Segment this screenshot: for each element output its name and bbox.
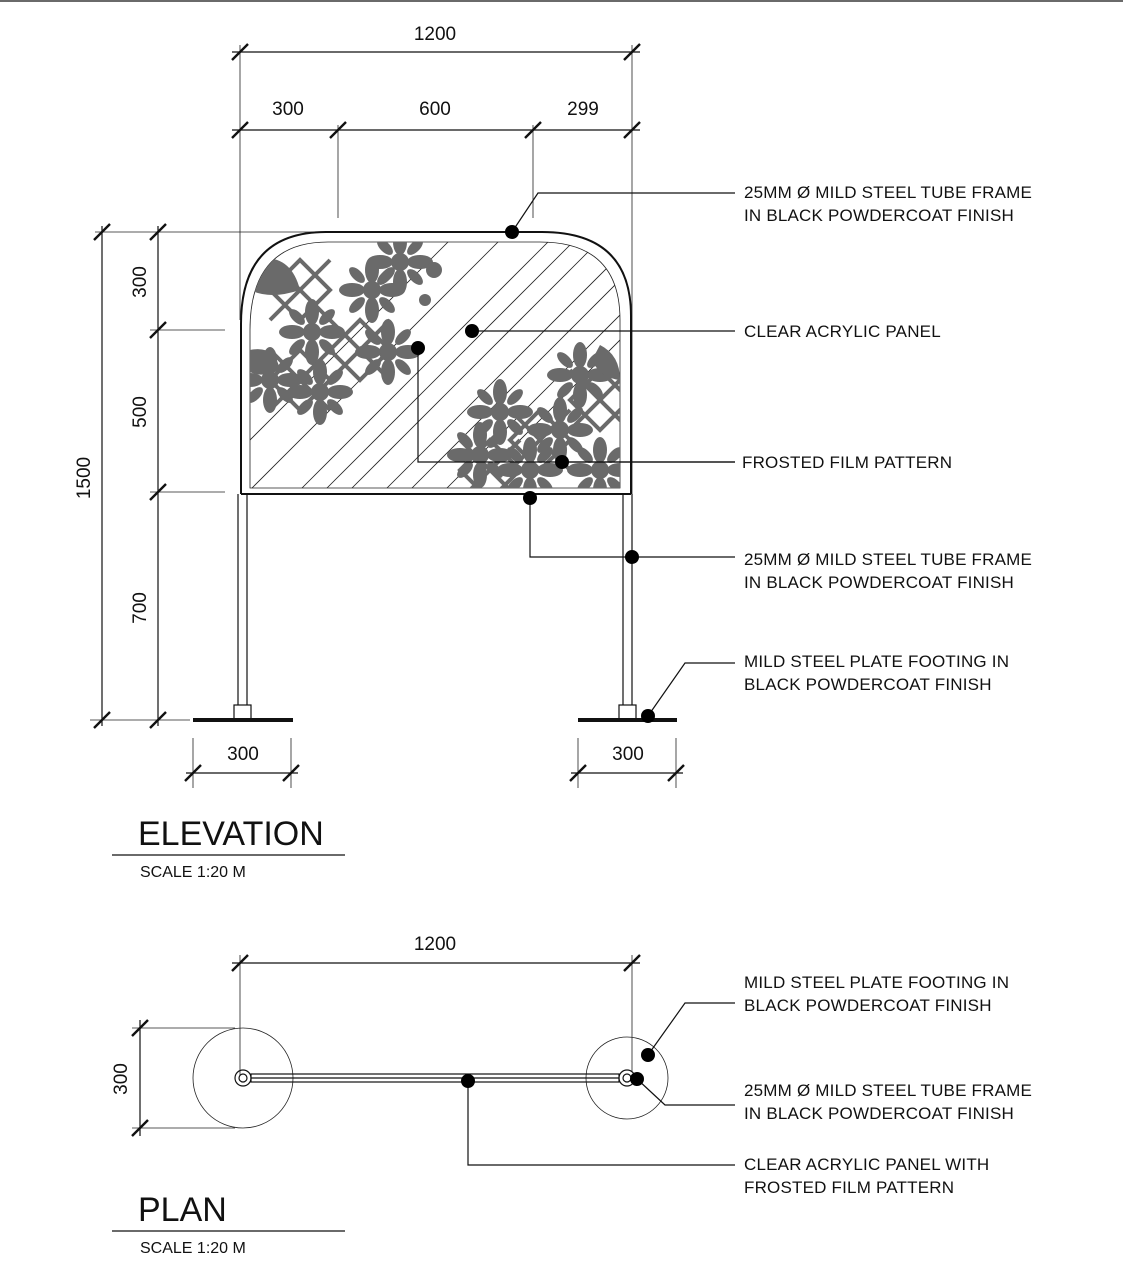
note-acrylic-panel: CLEAR ACRYLIC PANEL xyxy=(744,322,941,341)
dim-seg-right: 299 xyxy=(567,99,599,120)
plan-extension-lines xyxy=(132,955,633,1129)
dim-h-top: 300 xyxy=(130,266,151,298)
plan-dimension-ticks xyxy=(131,954,641,1137)
dim-overall-height: 1500 xyxy=(74,457,95,499)
plan-view: 1200 300 MILD STEEL PLATE FOOTING xyxy=(111,934,1037,1257)
elevation-footings xyxy=(193,718,677,722)
dim-h-bottom: 700 xyxy=(130,592,151,624)
note-plate-footing: MILD STEEL PLATE FOOTING IN BLACK POWDER… xyxy=(744,652,1014,694)
plan-note-tube-frame: 25MM Ø MILD STEEL TUBE FRAME IN BLACK PO… xyxy=(744,1081,1037,1123)
plan-leaders xyxy=(467,1002,735,1166)
elevation-view: 1200 300 600 299 1500 300 500 700 300 30… xyxy=(74,24,1037,881)
elevation-extension-lines xyxy=(90,45,677,788)
plan-title: PLAN xyxy=(138,1191,227,1229)
elevation-scale: SCALE 1:20 M xyxy=(140,864,246,881)
plan-leader-dots xyxy=(461,1048,655,1088)
plan-note-acrylic-panel: CLEAR ACRYLIC PANEL WITH FROSTED FILM PA… xyxy=(744,1155,994,1197)
note-tube-frame-top: 25MM Ø MILD STEEL TUBE FRAME IN BLACK PO… xyxy=(744,183,1037,225)
dim-overall-width: 1200 xyxy=(414,24,456,45)
plan-dimension-lines xyxy=(139,962,640,1136)
plan-scale: SCALE 1:20 M xyxy=(140,1240,246,1257)
dim-seg-left: 300 xyxy=(272,99,304,120)
tube-frame-outer xyxy=(240,231,632,494)
note-tube-frame-bottom: 25MM Ø MILD STEEL TUBE FRAME IN BLACK PO… xyxy=(744,550,1037,592)
note-frosted-film: FROSTED FILM PATTERN xyxy=(742,453,952,472)
plan-note-plate-footing: MILD STEEL PLATE FOOTING IN BLACK POWDER… xyxy=(744,973,1014,1015)
elevation-dimension-ticks xyxy=(93,43,685,782)
elevation-leaders xyxy=(417,192,735,717)
acrylic-panel-graphic xyxy=(250,242,620,488)
elevation-title: ELEVATION xyxy=(138,815,324,853)
frosted-pattern-lower-right xyxy=(447,342,620,488)
dim-seg-mid: 600 xyxy=(419,99,451,120)
elevation-legs xyxy=(233,494,637,721)
elevation-dimension-lines xyxy=(101,51,683,774)
frosted-pattern-upper-left xyxy=(250,242,442,425)
plan-dim-depth: 300 xyxy=(111,1063,132,1095)
dim-foot-right: 300 xyxy=(612,744,644,765)
plan-dim-overall-width: 1200 xyxy=(414,934,456,955)
dim-foot-left: 300 xyxy=(227,744,259,765)
elevation-leader-dots xyxy=(411,225,655,723)
plan-panel xyxy=(250,1073,620,1083)
dim-h-mid: 500 xyxy=(130,396,151,428)
